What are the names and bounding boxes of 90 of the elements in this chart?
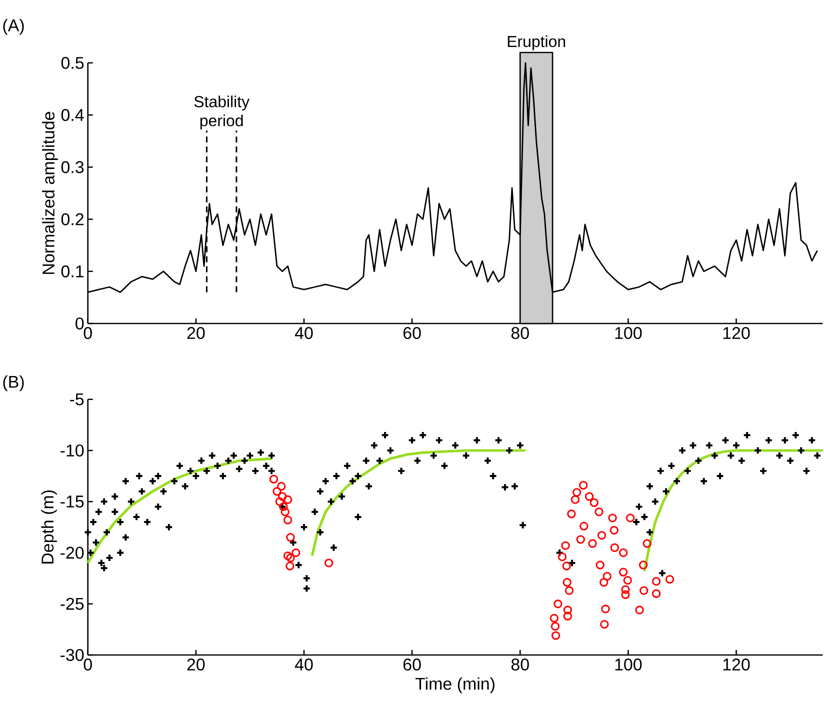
point [275, 497, 284, 506]
point [623, 576, 632, 585]
point [286, 554, 295, 562]
x-tick-label: 0 [84, 658, 92, 671]
point [283, 552, 292, 560]
band-label: Eruption [508, 35, 566, 50]
x-tick-label: 100 [615, 327, 642, 340]
y-tick-label: 0.3 [61, 161, 84, 174]
x-tick-label: 60 [403, 658, 421, 671]
point [572, 488, 582, 497]
point [584, 492, 594, 501]
point [597, 531, 606, 540]
point [621, 585, 630, 594]
point [558, 552, 567, 562]
point [594, 508, 604, 516]
x-tick-label: 60 [403, 327, 421, 340]
chart-title: (A) [3, 19, 24, 35]
point [278, 492, 287, 501]
point [564, 586, 574, 595]
x-tick-label: 20 [187, 327, 205, 340]
y-axis-title: Depth (m) [41, 490, 57, 564]
point [286, 533, 295, 542]
point [635, 606, 644, 614]
y-tick-label: 0 [76, 318, 84, 330]
point [610, 543, 620, 552]
point [561, 541, 570, 550]
x-tick-label: 20 [187, 658, 205, 671]
point [562, 578, 572, 587]
point [283, 516, 292, 524]
point [610, 526, 618, 535]
y-tick-label: 0.2 [61, 213, 84, 226]
point [563, 612, 572, 621]
point [286, 562, 294, 570]
point [570, 495, 580, 504]
point [601, 604, 610, 614]
point [652, 589, 661, 598]
point [588, 539, 597, 548]
point [576, 535, 585, 544]
point [596, 560, 604, 570]
point [280, 508, 290, 516]
y-tick-label: 0.4 [61, 109, 84, 122]
x-tick-label: 40 [294, 327, 313, 340]
point [626, 514, 635, 522]
y-axis-title: Normalized amplitude [42, 112, 58, 274]
chart-title: (B) [3, 375, 24, 392]
y-tick-label: 0.5 [61, 56, 84, 69]
point [550, 622, 560, 631]
x-tick-label: 80 [511, 658, 529, 671]
point [602, 572, 612, 581]
point [269, 474, 278, 484]
point [567, 510, 576, 518]
point [562, 562, 571, 570]
x-tick-label: 100 [615, 658, 642, 671]
x-tick-label: 120 [723, 658, 750, 671]
x-tick-label: 0 [84, 327, 92, 340]
y-tick-label: -30 [60, 649, 84, 662]
x-tick-label: 80 [511, 327, 529, 340]
y-tick-label: -20 [60, 546, 84, 559]
y-tick-label: -25 [60, 598, 84, 610]
point [272, 487, 282, 496]
point [550, 614, 559, 623]
point [580, 522, 588, 531]
point [292, 548, 300, 558]
y-tick-label: 0.1 [61, 265, 84, 278]
point [563, 606, 572, 614]
y-tick-label: -15 [60, 496, 84, 508]
point [652, 577, 661, 586]
point [640, 586, 648, 595]
x-tick-label: 120 [723, 327, 750, 340]
point [642, 539, 652, 548]
point [276, 482, 286, 491]
x-axis-title: Time (min) [415, 677, 494, 694]
x-tick-label: 40 [294, 658, 313, 671]
point [638, 560, 648, 570]
point [283, 495, 292, 504]
y-tick-label: -10 [60, 444, 84, 457]
annotation: Stability period [194, 96, 250, 130]
point [665, 575, 674, 584]
point [618, 548, 628, 558]
point [551, 631, 560, 640]
point [590, 498, 598, 508]
y-tick-label: -5 [70, 394, 84, 406]
point [621, 590, 630, 600]
point [618, 568, 628, 577]
point [600, 578, 608, 587]
point [579, 480, 588, 490]
point [554, 600, 562, 608]
point [608, 514, 617, 522]
point [324, 558, 334, 568]
point [600, 620, 609, 629]
